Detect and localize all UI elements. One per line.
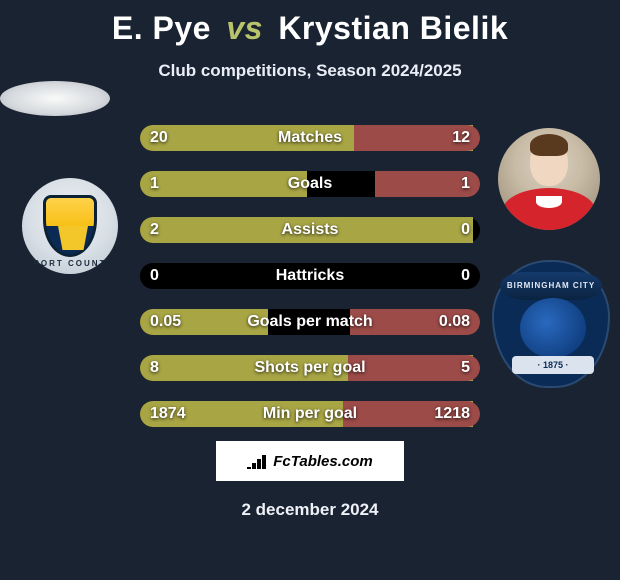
club1-ring-text: PORT COUNT — [22, 259, 118, 268]
stat-row: 18741218Min per goal — [140, 401, 480, 427]
stat-row: 20Assists — [140, 217, 480, 243]
stat-label: Shots per goal — [140, 355, 480, 381]
shield-icon — [43, 195, 97, 257]
club2-banner: BIRMINGHAM CITY — [500, 272, 602, 300]
brand-text: FcTables.com — [273, 453, 372, 470]
stat-row: 2012Matches — [140, 125, 480, 151]
stats-area: 2012Matches 11Goals 20Assists 00Hattricks 0.… — [140, 125, 480, 447]
fctables-brand: FcTables.com — [215, 440, 405, 482]
stat-row: 00Hattricks — [140, 263, 480, 289]
date-text: 2 december 2024 — [0, 500, 620, 520]
stat-row: 0.050.08Goals per match — [140, 309, 480, 335]
player2-name: Krystian Bielik — [278, 10, 508, 46]
vs-word: vs — [226, 10, 263, 46]
stat-row: 85Shots per goal — [140, 355, 480, 381]
season-subtitle: Club competitions, Season 2024/2025 — [0, 61, 620, 81]
player1-club-badge: PORT COUNT — [22, 178, 118, 274]
comparison-title: E. Pye vs Krystian Bielik — [0, 0, 620, 47]
player1-avatar — [0, 81, 110, 116]
club2-ribbon: · 1875 · — [512, 356, 594, 374]
player2-club-badge: BIRMINGHAM CITY · 1875 · — [492, 260, 610, 390]
stat-label: Goals per match — [140, 309, 480, 335]
stat-label: Matches — [140, 125, 480, 151]
stat-label: Min per goal — [140, 401, 480, 427]
player1-name: E. Pye — [112, 10, 211, 46]
stat-label: Goals — [140, 171, 480, 197]
stat-label: Hattricks — [140, 263, 480, 289]
stat-label: Assists — [140, 217, 480, 243]
player2-avatar — [498, 128, 600, 230]
stat-row: 11Goals — [140, 171, 480, 197]
globe-icon — [520, 298, 586, 358]
bars-icon — [247, 453, 267, 469]
